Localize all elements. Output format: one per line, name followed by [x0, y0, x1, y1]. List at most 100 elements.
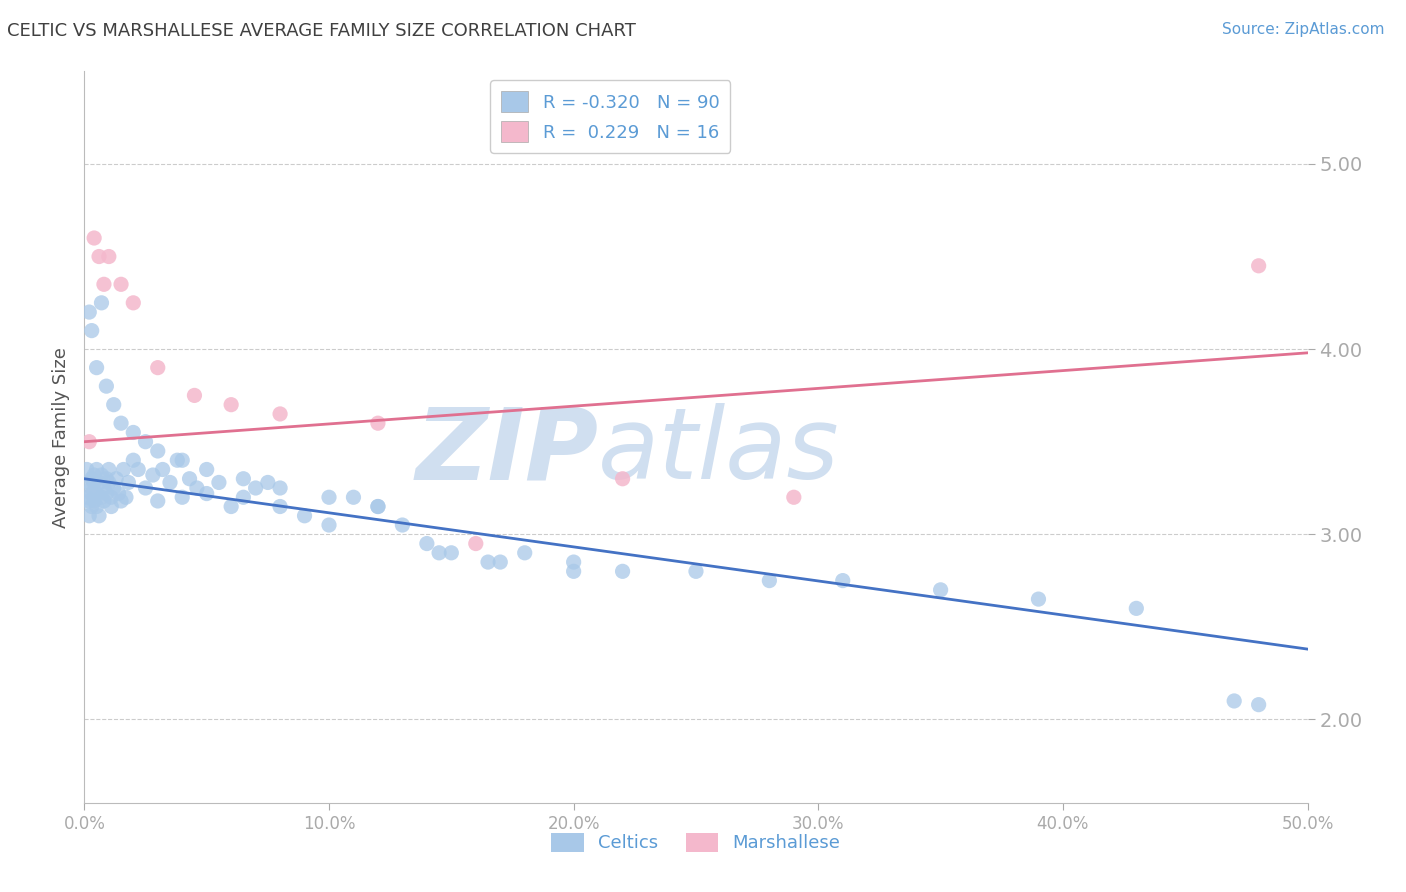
- Point: [685, 565, 707, 579]
- Point: [245, 481, 267, 495]
- Point: [342, 490, 364, 504]
- Point: [367, 416, 389, 430]
- Point: [219, 398, 242, 412]
- Point: [77, 475, 100, 490]
- Point: [208, 475, 231, 490]
- Point: [269, 481, 291, 495]
- Point: [77, 305, 100, 319]
- Point: [103, 398, 125, 412]
- Point: [100, 490, 122, 504]
- Point: [87, 508, 110, 523]
- Point: [477, 555, 499, 569]
- Point: [77, 508, 100, 523]
- Point: [146, 360, 169, 375]
- Point: [562, 555, 585, 569]
- Point: [83, 494, 105, 508]
- Point: [96, 472, 118, 486]
- Point: [427, 546, 450, 560]
- Point: [83, 231, 105, 245]
- Point: [416, 536, 439, 550]
- Point: [110, 416, 132, 430]
- Point: [391, 518, 413, 533]
- Point: [1028, 592, 1050, 607]
- Point: [186, 481, 208, 495]
- Point: [464, 536, 486, 550]
- Point: [105, 472, 128, 486]
- Point: [195, 486, 218, 500]
- Point: [76, 490, 98, 504]
- Point: [93, 494, 115, 508]
- Point: [110, 494, 132, 508]
- Point: [87, 475, 110, 490]
- Point: [87, 250, 110, 264]
- Point: [96, 486, 118, 500]
- Point: [80, 500, 103, 514]
- Point: [1125, 601, 1147, 615]
- Point: [80, 324, 103, 338]
- Point: [90, 490, 112, 504]
- Text: ZIP: ZIP: [415, 403, 598, 500]
- Point: [142, 468, 165, 483]
- Point: [513, 546, 536, 560]
- Point: [90, 295, 112, 310]
- Point: [1247, 698, 1270, 712]
- Point: [183, 388, 205, 402]
- Point: [172, 490, 194, 504]
- Point: [318, 518, 340, 533]
- Text: CELTIC VS MARSHALLESE AVERAGE FAMILY SIZE CORRELATION CHART: CELTIC VS MARSHALLESE AVERAGE FAMILY SIZ…: [7, 22, 636, 40]
- Point: [93, 277, 115, 292]
- Point: [86, 462, 108, 476]
- Point: [562, 565, 585, 579]
- Point: [232, 472, 254, 486]
- Point: [440, 546, 463, 560]
- Point: [135, 481, 157, 495]
- Text: atlas: atlas: [598, 403, 839, 500]
- Point: [96, 379, 118, 393]
- Point: [100, 500, 122, 514]
- Point: [86, 486, 108, 500]
- Point: [367, 500, 389, 514]
- Point: [83, 468, 105, 483]
- Point: [172, 453, 194, 467]
- Point: [90, 468, 112, 483]
- Point: [758, 574, 780, 588]
- Point: [135, 434, 157, 449]
- Point: [367, 500, 389, 514]
- Point: [115, 490, 138, 504]
- Point: [117, 475, 139, 490]
- Point: [318, 490, 340, 504]
- Point: [80, 481, 103, 495]
- Point: [86, 500, 108, 514]
- Point: [103, 481, 125, 495]
- Point: [294, 508, 316, 523]
- Point: [269, 500, 291, 514]
- Point: [179, 472, 201, 486]
- Point: [219, 500, 242, 514]
- Point: [612, 472, 634, 486]
- Text: Source: ZipAtlas.com: Source: ZipAtlas.com: [1222, 22, 1385, 37]
- Point: [97, 250, 120, 264]
- Point: [146, 494, 169, 508]
- Y-axis label: Average Family Size: Average Family Size: [52, 347, 70, 527]
- Point: [831, 574, 853, 588]
- Point: [783, 490, 806, 504]
- Point: [612, 565, 634, 579]
- Point: [80, 472, 103, 486]
- Point: [97, 462, 120, 476]
- Point: [83, 475, 105, 490]
- Point: [77, 494, 100, 508]
- Point: [107, 486, 129, 500]
- Point: [122, 295, 145, 310]
- Point: [232, 490, 254, 504]
- Point: [929, 582, 952, 597]
- Point: [152, 462, 174, 476]
- Point: [110, 277, 132, 292]
- Point: [77, 434, 100, 449]
- Point: [195, 462, 218, 476]
- Point: [93, 481, 115, 495]
- Point: [122, 425, 145, 440]
- Point: [122, 453, 145, 467]
- Point: [269, 407, 291, 421]
- Point: [112, 462, 135, 476]
- Point: [80, 486, 103, 500]
